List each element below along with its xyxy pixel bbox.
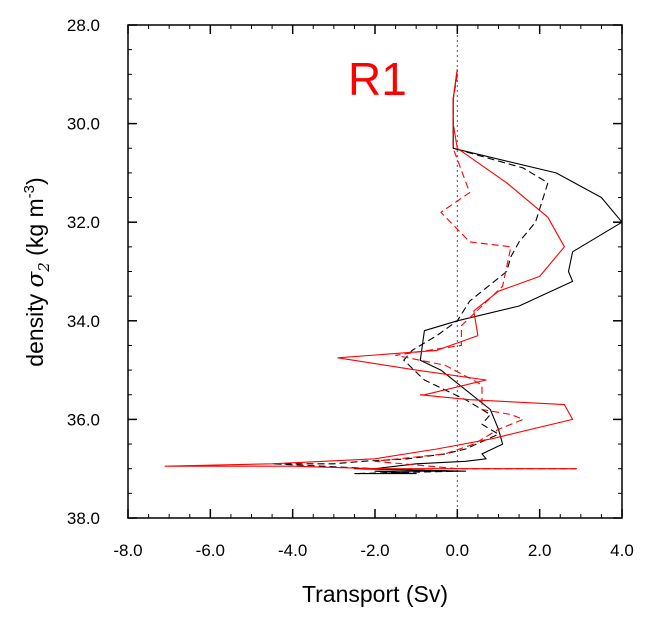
y-tick-label: 34.0: [67, 312, 100, 331]
x-tick-label: 2.0: [528, 541, 552, 560]
series-line-black-dashed: [271, 74, 549, 475]
y-axis-label-symbol: σ: [23, 270, 49, 287]
y-tick-label: 28.0: [67, 16, 100, 35]
axis-ticks: -8.0 -6.0 -4.0 -2.0 0.0 2.0 4.0 28.0 30.0 32.0 34.…: [67, 16, 634, 560]
y-axis-label-subscript: 2: [35, 262, 53, 273]
y-tick-label: 36.0: [67, 410, 100, 429]
y-axis-label-unit-close: ): [22, 177, 48, 185]
x-axis-label: Transport (Sv): [302, 581, 448, 607]
series-layer: [164, 69, 623, 475]
y-tick-label: 32.0: [67, 213, 100, 232]
chart-title: R1: [348, 53, 407, 105]
x-tick-label: -8.0: [113, 541, 142, 560]
x-tick-label: 0.0: [446, 541, 470, 560]
y-axis-label: density σ2 (kg m-3): [21, 177, 53, 366]
x-tick-label: -4.0: [278, 541, 307, 560]
y-axis-label-prefix: density: [22, 287, 48, 366]
x-tick-label: 4.0: [610, 541, 634, 560]
x-tick-label: -2.0: [360, 541, 389, 560]
y-axis-label-unit-exp: -3: [21, 185, 38, 198]
y-axis-label-unit-open: (kg m: [22, 198, 48, 262]
x-tick-label: -6.0: [196, 541, 225, 560]
y-tick-label: 30.0: [67, 115, 100, 134]
series-line-red-solid: [164, 69, 577, 470]
series-line-red-dashed: [374, 74, 577, 470]
y-tick-label: 38.0: [67, 509, 100, 528]
series-line-black-solid: [353, 69, 623, 475]
